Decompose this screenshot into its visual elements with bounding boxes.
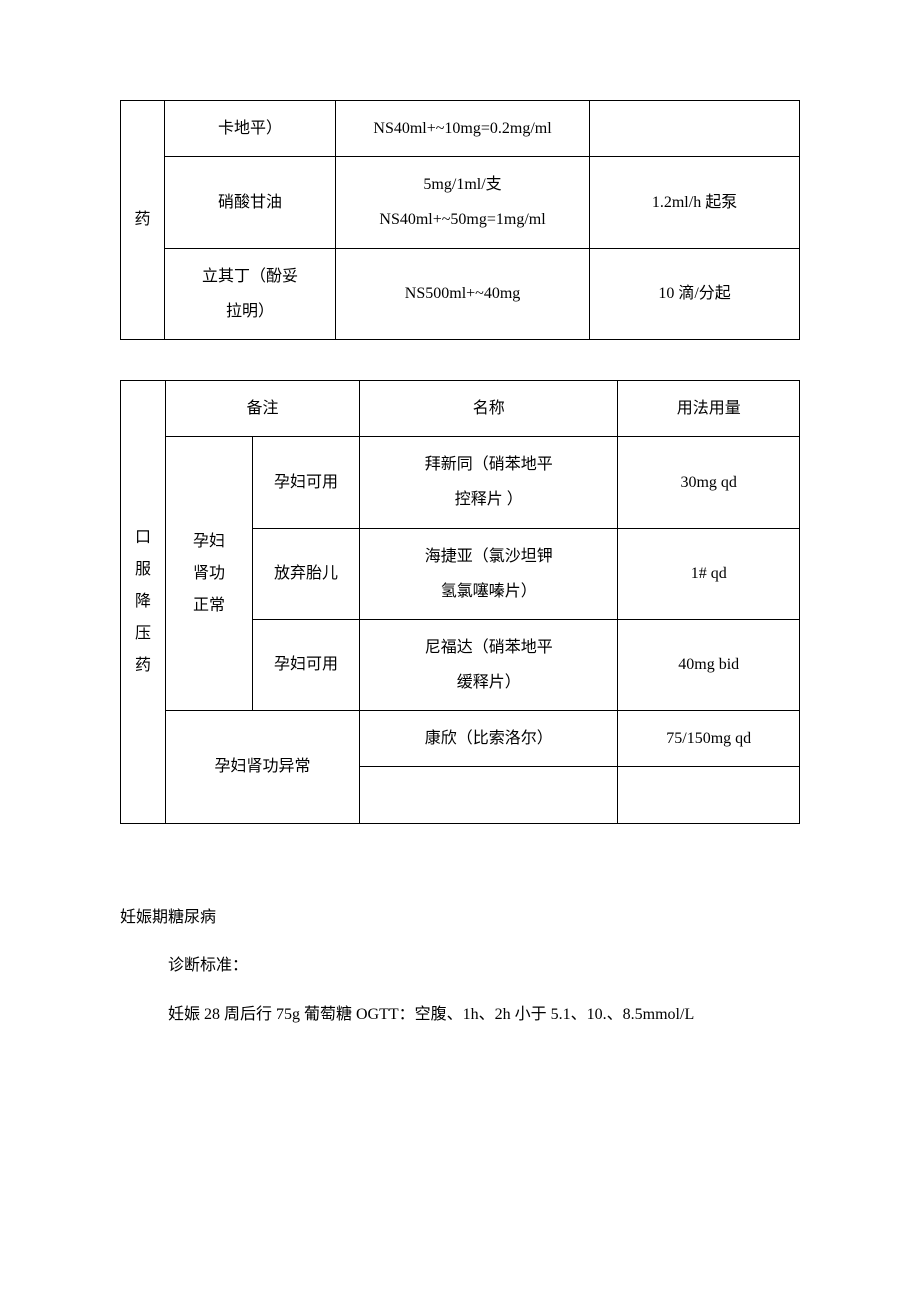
- drug-dose: 1# qd: [618, 528, 800, 619]
- drug-dose: 30mg qd: [618, 437, 800, 528]
- table1-rowlabel: 药: [121, 101, 165, 340]
- drug-dose: 5mg/1ml/支NS40ml+~50mg=1mg/ml: [336, 157, 590, 248]
- header-note: 备注: [166, 380, 360, 436]
- drug-name: 尼福达（硝苯地平缓释片）: [360, 619, 618, 710]
- sub-note: 孕妇可用: [253, 619, 360, 710]
- drug-name: 立其丁（酚妥拉明）: [165, 248, 336, 339]
- empty-cell: [360, 767, 618, 823]
- drug-usage: 1.2ml/h 起泵: [590, 157, 800, 248]
- drug-dose: 75/150mg qd: [618, 711, 800, 767]
- header-name: 名称: [360, 380, 618, 436]
- drug-dose: NS40ml+~10mg=0.2mg/ml: [336, 101, 590, 157]
- drug-name: 拜新同（硝苯地平控释片 ）: [360, 437, 618, 528]
- oral-drugs-table: 口 服 降 压 药 备注 名称 用法用量 孕妇 肾功 正常 孕妇可用 拜新同（硝…: [120, 380, 800, 824]
- group-note: 孕妇 肾功 正常: [166, 437, 253, 711]
- section-line1: 诊断标准：: [168, 952, 800, 981]
- drug-name: 卡地平）: [165, 101, 336, 157]
- drug-usage: 10 滴/分起: [590, 248, 800, 339]
- sub-note: 放弃胎儿: [253, 528, 360, 619]
- table2-rowlabel: 口 服 降 压 药: [121, 380, 166, 823]
- section-title: 妊娠期糖尿病: [120, 904, 800, 933]
- gdm-section: 妊娠期糖尿病 诊断标准： 妊娠 28 周后行 75g 葡萄糖 OGTT：空腹、1…: [120, 904, 800, 1030]
- drug-name: 硝酸甘油: [165, 157, 336, 248]
- abnormal-note: 孕妇肾功异常: [166, 711, 360, 823]
- header-dose: 用法用量: [618, 380, 800, 436]
- empty-cell: [618, 767, 800, 823]
- drug-name: 海捷亚（氯沙坦钾氢氯噻嗪片）: [360, 528, 618, 619]
- drug-dose: 40mg bid: [618, 619, 800, 710]
- drug-usage: [590, 101, 800, 157]
- drug-name: 康欣（比索洛尔）: [360, 711, 618, 767]
- section-line2: 妊娠 28 周后行 75g 葡萄糖 OGTT：空腹、1h、2h 小于 5.1、1…: [168, 1001, 800, 1030]
- sub-note: 孕妇可用: [253, 437, 360, 528]
- iv-drugs-table: 药 卡地平） NS40ml+~10mg=0.2mg/ml 硝酸甘油 5mg/1m…: [120, 100, 800, 340]
- drug-dose: NS500ml+~40mg: [336, 248, 590, 339]
